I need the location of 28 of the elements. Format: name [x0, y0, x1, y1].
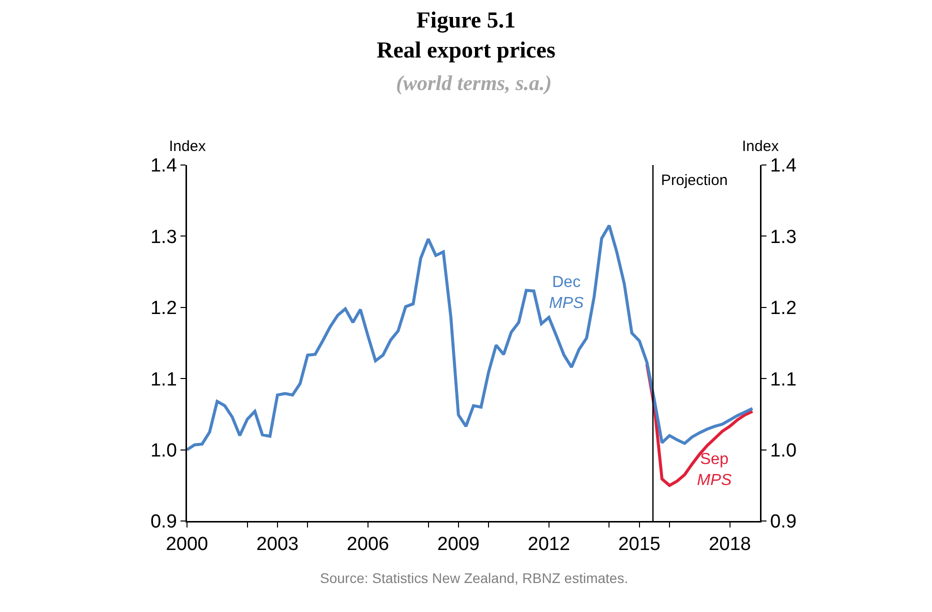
x-tick-label: 2003 [256, 534, 299, 556]
y-tick-label: 1.1 [150, 369, 177, 390]
y2-axis-title: Index [742, 138, 780, 155]
y-axis-title: Index [169, 138, 206, 155]
y2-tick-label: 1.2 [770, 298, 797, 320]
y2-tick-label: 1.0 [770, 440, 797, 462]
y2-tick-label: 0.9 [770, 512, 797, 533]
x-tick-label: 2012 [528, 534, 570, 556]
chart-subtitle: (world terms, s.a.) [396, 71, 552, 95]
y2-tick-label: 1.4 [770, 156, 797, 177]
y-tick-label: 1.0 [150, 440, 177, 462]
y-tick-label: 1.4 [150, 156, 178, 177]
y2-tick-label: 1.1 [770, 369, 797, 390]
x-tick-label: 2000 [166, 534, 208, 556]
y-tick-label: 0.9 [150, 512, 177, 533]
chart-title: Figure 5.1 Real export prices [376, 8, 556, 62]
line-series [187, 224, 754, 452]
x-tick-label: 2018 [708, 534, 751, 556]
x-tick-label: 2006 [346, 534, 390, 556]
y-tick-label: 1.3 [150, 226, 177, 248]
ref-line-label: Projection [661, 172, 728, 189]
series-label: Sep MPS [697, 451, 732, 489]
y2-tick-label: 1.3 [770, 226, 797, 248]
x-tick-label: 2009 [437, 534, 480, 556]
series-label: Dec MPS [549, 274, 584, 312]
source-note: Source: Statistics New Zealand, RBNZ estimates. [320, 570, 628, 586]
y-tick-label: 1.2 [150, 298, 177, 320]
x-tick-label: 2015 [618, 534, 661, 556]
